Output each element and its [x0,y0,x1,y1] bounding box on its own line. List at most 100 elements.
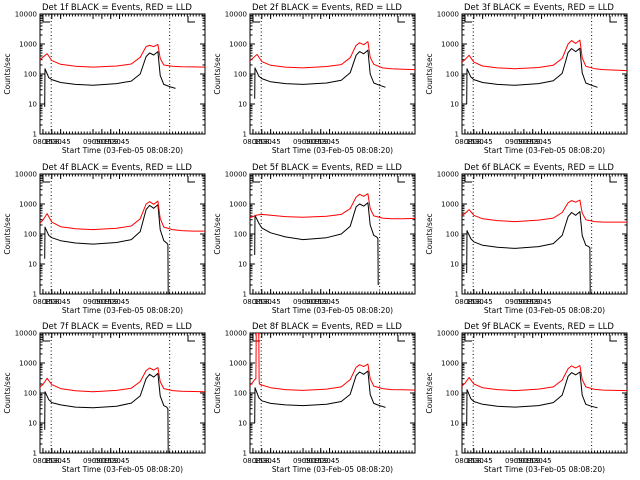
chart-panel-7: Det 7f BLACK = Events, RED = LLD 1 10 100 10… [3,322,206,474]
y-tick-label: 1 [243,131,247,139]
chart-panel-8: Det 8f BLACK = Events, RED = LLD 1 10 100 10… [213,322,416,474]
x-tick-label: 09:45 [109,138,129,146]
series-line-lld [250,41,415,71]
y-axis-label: Counts/sec [425,213,434,254]
x-axis-label: Start Time (03-Feb-05 08:08:20) [272,465,393,474]
x-tick-label: 08:30 [252,298,272,306]
plot-frame [461,13,628,135]
y-tick-label: 10000 [15,330,37,338]
series-line-events [466,211,591,294]
series-line-events [254,202,379,286]
y-tick-label: 10000 [15,171,37,179]
x-tick-label: 09:15 [302,457,322,465]
plot-frame [39,13,206,135]
x-tick-label: 09:00 [83,298,103,306]
corner-bracket-left [252,177,260,183]
corner-bracket-right [187,335,195,342]
chart-panel-6: Det 6f BLACK = Events, RED = LLD 1 10 100 10… [425,163,628,315]
chart-title: Det 3f BLACK = Events, RED = LLD [464,3,614,13]
x-tick-label: 08:45 [51,457,71,465]
x-tick-label: 08:15 [243,457,263,465]
x-axis-label: Start Time (03-Feb-05 08:08:20) [484,146,605,155]
x-axis-label: Start Time (03-Feb-05 08:08:20) [272,306,393,315]
x-tick-label: 09:45 [319,457,339,465]
y-tick-label: 10 [28,101,37,109]
x-tick-label: 08:15 [455,457,475,465]
x-tick-label: 08:45 [261,138,281,146]
corner-bracket-left [252,336,260,342]
x-tick-label: 08:45 [51,298,71,306]
x-tick-label: 09:30 [523,457,543,465]
x-tick-label: 08:30 [42,138,62,146]
chart-title: Det 4f BLACK = Events, RED = LLD [42,163,192,173]
plot-frame [461,173,628,295]
x-tick-label: 08:45 [473,138,493,146]
y-tick-label: 1000 [441,360,459,368]
x-tick-label: 09:15 [92,298,112,306]
corner-bracket-right [609,16,617,23]
y-tick-label: 10 [28,261,37,269]
x-tick-label: 08:30 [42,298,62,306]
y-tick-label: 100 [24,390,37,398]
y-tick-label: 100 [24,231,37,239]
x-tick-label: 09:15 [514,457,534,465]
plot-frame [39,173,206,295]
series-line-events [44,51,176,107]
x-tick-label: 09:45 [109,298,129,306]
corner-bracket-left [464,17,472,23]
y-tick-label: 1000 [441,201,459,209]
y-tick-label: 1000 [19,201,37,209]
x-axis-label: Start Time (03-Feb-05 08:08:20) [484,306,605,315]
y-tick-label: 1 [33,450,37,458]
x-axis-label: Start Time (03-Feb-05 08:08:20) [272,146,393,155]
y-axis-label: Counts/sec [425,53,434,94]
chart-title: Det 9f BLACK = Events, RED = LLD [464,322,614,332]
y-tick-label: 100 [234,231,247,239]
y-tick-label: 10000 [15,11,37,19]
y-tick-label: 100 [234,390,247,398]
series-line-lld [40,44,205,68]
y-axis-label: Counts/sec [213,372,222,413]
x-tick-label: 09:30 [101,138,121,146]
x-tick-label: 08:15 [33,138,53,146]
chart-title: Det 7f BLACK = Events, RED = LLD [42,322,192,332]
y-tick-label: 10000 [437,171,459,179]
series-line-lld [462,199,627,223]
x-tick-label: 08:30 [252,457,272,465]
y-tick-label: 1000 [229,41,247,49]
y-tick-label: 1 [33,131,37,139]
corner-bracket-right [397,176,405,183]
x-tick-label: 09:15 [92,138,112,146]
corner-bracket-left [42,17,50,23]
x-tick-label: 09:30 [311,298,331,306]
y-tick-label: 10000 [437,11,459,19]
x-axis-label: Start Time (03-Feb-05 08:08:20) [484,465,605,474]
y-axis-label: Counts/sec [3,53,12,94]
y-tick-label: 10000 [225,330,247,338]
x-tick-label: 09:45 [531,138,551,146]
x-tick-label: 09:45 [109,457,129,465]
chart-title: Det 5f BLACK = Events, RED = LLD [252,163,402,173]
corner-bracket-right [609,176,617,183]
chart-title: Det 6f BLACK = Events, RED = LLD [464,163,614,173]
chart-panel-5: Det 5f BLACK = Events, RED = LLD 1 10 100 10… [213,163,416,315]
y-tick-label: 10 [28,420,37,428]
chart-panel-4: Det 4f BLACK = Events, RED = LLD 1 10 100 10… [3,163,206,315]
x-tick-label: 08:30 [42,457,62,465]
y-tick-label: 10000 [225,11,247,19]
y-axis-label: Counts/sec [3,213,12,254]
chart-panel-9: Det 9f BLACK = Events, RED = LLD 1 10 100 10… [425,322,628,474]
y-tick-label: 10 [238,261,247,269]
y-tick-label: 10000 [225,171,247,179]
y-tick-label: 1 [243,450,247,458]
plot-frame [249,13,416,135]
x-tick-label: 09:00 [83,457,103,465]
y-tick-label: 1 [455,450,459,458]
y-tick-label: 1000 [229,360,247,368]
x-tick-label: 08:15 [33,298,53,306]
y-tick-label: 100 [446,71,459,79]
y-tick-label: 1 [455,131,459,139]
series-line-lld [40,367,205,393]
x-tick-label: 08:15 [243,298,263,306]
